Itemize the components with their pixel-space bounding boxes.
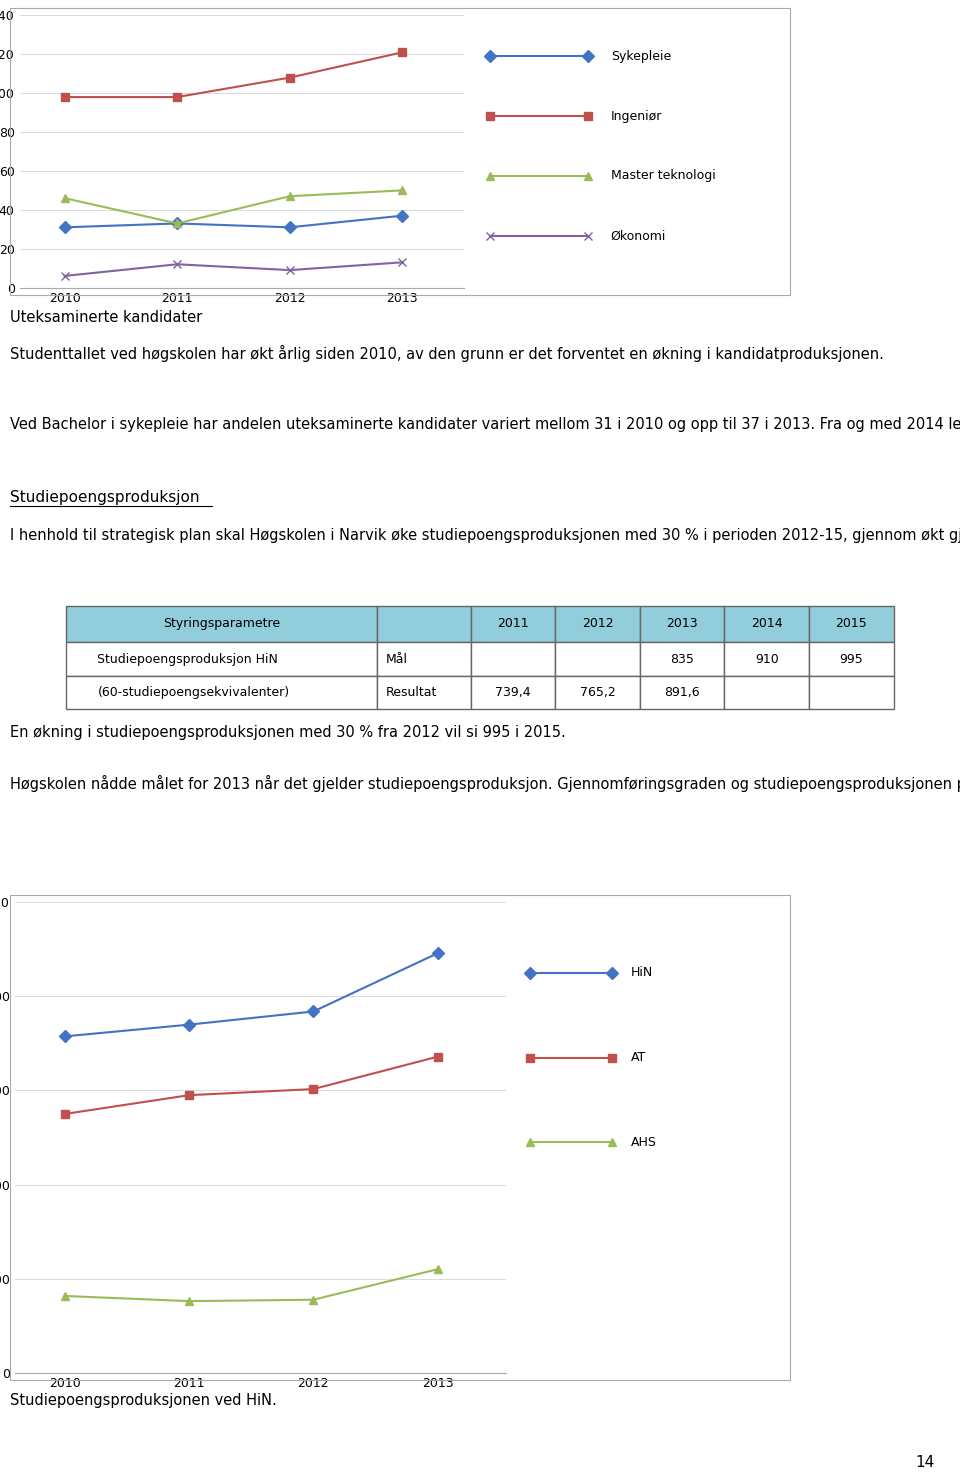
Text: Uteksaminerte kandidater: Uteksaminerte kandidater xyxy=(10,311,203,325)
Økonomi xyxy=(172,256,183,274)
Ingeniør xyxy=(284,68,296,86)
Text: Økonomi: Økonomi xyxy=(611,229,666,243)
Text: Ingeniør: Ingeniør xyxy=(611,109,662,123)
Line: HiN: HiN xyxy=(60,950,442,1041)
Line: Master teknologi: Master teknologi xyxy=(60,186,406,228)
Text: AHS: AHS xyxy=(631,1136,657,1149)
AHS xyxy=(59,1287,70,1304)
HiN xyxy=(432,944,444,961)
Sykepleie xyxy=(396,207,408,225)
AT xyxy=(59,1105,70,1123)
AHS xyxy=(307,1291,319,1309)
Sykepleie xyxy=(59,219,70,237)
Økonomi xyxy=(284,262,296,280)
Text: AT: AT xyxy=(631,1052,646,1063)
Økonomi xyxy=(396,253,408,271)
HiN xyxy=(183,1016,195,1034)
HiN xyxy=(307,1003,319,1021)
Line: Sykepleie: Sykepleie xyxy=(60,211,406,232)
Text: Høgskolen nådde målet for 2013 når det gjelder studiepoengsproduksjon. Gjennomfø: Høgskolen nådde målet for 2013 når det g… xyxy=(10,775,960,793)
Line: Ingeniør: Ingeniør xyxy=(60,49,406,101)
Master teknologi xyxy=(172,214,183,232)
Ingeniør xyxy=(172,89,183,106)
AT xyxy=(307,1080,319,1097)
Økonomi xyxy=(59,268,70,285)
Master teknologi xyxy=(59,189,70,207)
Text: Ved Bachelor i sykepleie har andelen uteksaminerte kandidater variert mellom 31 : Ved Bachelor i sykepleie har andelen ute… xyxy=(10,416,960,432)
Master teknologi xyxy=(396,182,408,200)
HiN xyxy=(59,1028,70,1046)
Text: Studiepoengsproduksjon: Studiepoengsproduksjon xyxy=(10,490,200,504)
Text: Studiepoengsproduksjonen ved HiN.: Studiepoengsproduksjonen ved HiN. xyxy=(10,1393,276,1408)
Line: Økonomi: Økonomi xyxy=(60,259,406,280)
Sykepleie xyxy=(172,214,183,232)
Text: HiN: HiN xyxy=(631,966,653,979)
Ingeniør xyxy=(396,43,408,61)
AHS xyxy=(183,1293,195,1310)
AT xyxy=(183,1086,195,1103)
Master teknologi xyxy=(284,188,296,206)
AHS xyxy=(432,1260,444,1278)
AT xyxy=(432,1047,444,1065)
Line: AHS: AHS xyxy=(60,1265,442,1306)
Text: En økning i studiepoengsproduksjonen med 30 % fra 2012 vil si 995 i 2015.: En økning i studiepoengsproduksjonen med… xyxy=(10,725,565,740)
Text: 14: 14 xyxy=(916,1455,935,1470)
Text: I henhold til strategisk plan skal Høgskolen i Narvik øke studiepoengsproduksjon: I henhold til strategisk plan skal Høgsk… xyxy=(10,528,960,543)
Text: Studenttallet ved høgskolen har økt årlig siden 2010, av den grunn er det forven: Studenttallet ved høgskolen har økt årli… xyxy=(10,345,884,362)
Text: Sykepleie: Sykepleie xyxy=(611,50,671,62)
Sykepleie xyxy=(284,219,296,237)
Line: AT: AT xyxy=(60,1053,442,1118)
Text: Master teknologi: Master teknologi xyxy=(611,170,715,182)
Ingeniør xyxy=(59,89,70,106)
